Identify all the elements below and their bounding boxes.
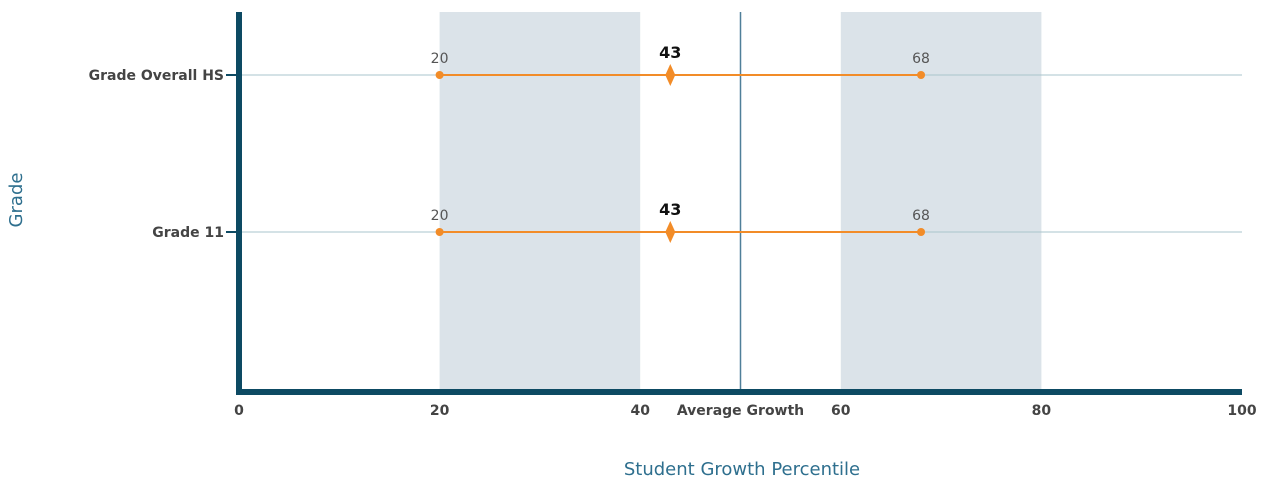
low-point [435, 228, 444, 236]
high-label: 68 [912, 208, 930, 224]
x-tick-label: 60 [831, 403, 851, 419]
reference-line-label: Average Growth [677, 403, 804, 419]
x-tick-labels: 0 20 40 60 80 100 Average Growth [234, 403, 1257, 419]
range-marks: 20 68 43 20 68 43 [431, 43, 930, 243]
median-diamond [665, 64, 676, 86]
x-tick-label: 40 [630, 403, 650, 419]
low-label: 20 [431, 208, 449, 224]
range-mark-group: 20 68 43 [431, 43, 930, 86]
high-point [917, 71, 926, 79]
high-label: 68 [912, 51, 930, 67]
low-point [435, 71, 444, 79]
median-label: 43 [659, 200, 681, 219]
y-tick-label: Grade Overall HS [89, 68, 224, 84]
median-label: 43 [659, 43, 681, 62]
high-point [917, 228, 926, 236]
x-axis-title: Student Growth Percentile [624, 459, 860, 480]
x-tick-label: 100 [1227, 403, 1256, 419]
range-mark-group: 20 68 43 [431, 200, 930, 243]
shaded-band [840, 12, 1042, 392]
shaded-band [439, 12, 641, 392]
y-axis-title: Grade [6, 173, 27, 228]
x-tick-label: 0 [234, 403, 244, 419]
x-tick-label: 80 [1032, 403, 1052, 419]
y-tick-labels: Grade Overall HS Grade 11 [89, 68, 236, 241]
y-tick-label: Grade 11 [152, 225, 224, 241]
x-tick-label: 20 [430, 403, 450, 419]
axes [236, 12, 1242, 395]
low-label: 20 [431, 51, 449, 67]
median-diamond [665, 221, 676, 243]
